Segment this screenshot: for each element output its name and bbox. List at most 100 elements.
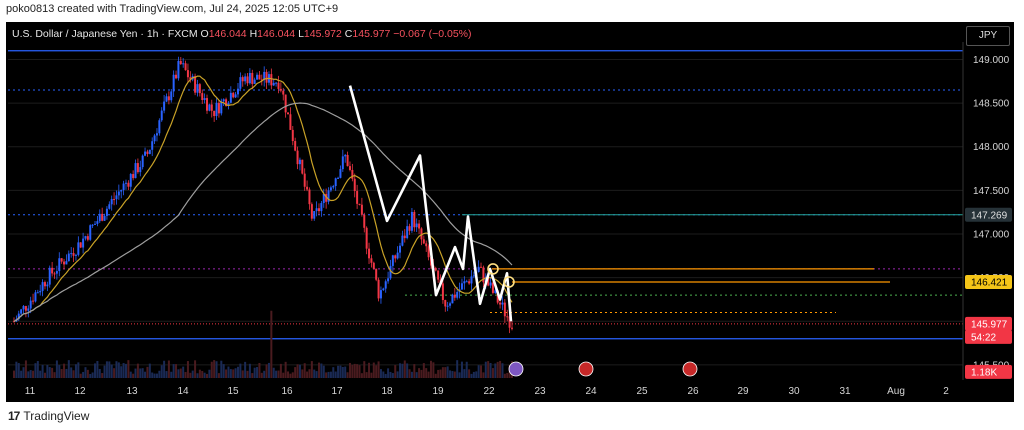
candle-body — [120, 190, 123, 192]
volume-bar — [129, 371, 132, 378]
candle-body — [449, 303, 452, 306]
close-value: 145.977 — [352, 28, 391, 40]
candle-body — [494, 290, 497, 293]
candle-body — [48, 267, 51, 285]
volume-bar — [222, 364, 225, 378]
symbol-name: U.S. Dollar / Japanese Yen · 1h · FXCM — [12, 28, 198, 40]
candle-body — [379, 290, 382, 299]
volume-bar — [391, 373, 394, 378]
candle-body — [508, 316, 511, 328]
volume-bar — [503, 373, 506, 378]
candle-body — [329, 187, 332, 191]
candle-body — [167, 96, 170, 101]
volume-bar — [70, 367, 73, 378]
candle-body — [189, 77, 192, 80]
volume-bar — [401, 363, 404, 378]
volume-bar — [270, 310, 273, 378]
candle-body — [186, 70, 189, 78]
candle-body — [372, 262, 375, 269]
candle-body — [144, 151, 147, 156]
volume-bar — [399, 363, 402, 378]
candle-body — [298, 159, 301, 165]
candle-body — [203, 98, 206, 101]
volume-bar — [408, 369, 411, 378]
candle-body — [339, 169, 342, 178]
volume-bar — [15, 361, 18, 378]
volume-bar — [36, 361, 39, 378]
volume-bar — [346, 372, 349, 378]
volume-bar — [43, 372, 46, 378]
candle-body — [139, 167, 142, 173]
volume-bar — [251, 373, 254, 378]
high-value: 146.044 — [257, 28, 296, 40]
volume-bar — [444, 367, 447, 378]
candle-body — [134, 163, 137, 179]
volume-bar — [472, 371, 475, 378]
volume-bar — [210, 361, 213, 378]
volume-bar — [225, 369, 228, 378]
volume-bar — [110, 364, 113, 378]
volume-bar — [220, 360, 223, 378]
volume-bar — [291, 372, 294, 378]
volume-bar — [141, 368, 144, 378]
candle-body — [470, 276, 473, 284]
volume-bar — [463, 369, 466, 378]
candle-body — [322, 194, 325, 204]
volume-bar — [241, 370, 244, 378]
volume-bar — [89, 373, 92, 378]
candle-body — [279, 88, 282, 91]
candle-body — [36, 292, 39, 294]
volume-bar — [406, 363, 409, 378]
volume-bar — [65, 368, 68, 378]
candle-body — [415, 223, 418, 228]
volume-bar — [153, 373, 156, 378]
candle-body — [236, 88, 239, 95]
time-tick-label: 26 — [687, 386, 699, 397]
candle-body — [460, 283, 463, 290]
candle-body — [132, 174, 135, 179]
time-tick-label: 24 — [585, 386, 597, 397]
candle-body — [260, 79, 263, 81]
volume-bar — [465, 361, 468, 378]
candle-body — [408, 226, 411, 231]
volume-bar — [475, 371, 478, 378]
currency-button[interactable]: JPY — [966, 26, 1010, 46]
candle-body — [256, 74, 259, 80]
volume-bar — [186, 361, 189, 378]
volume-bar — [34, 363, 37, 378]
volume-bar — [74, 364, 77, 378]
volume-bar — [172, 364, 175, 378]
symbol-legend: U.S. Dollar / Japanese Yen · 1h · FXCM O… — [12, 28, 472, 40]
candle-body — [51, 267, 54, 274]
candle-body — [501, 302, 504, 305]
pattern-marker — [487, 263, 499, 275]
volume-bar — [372, 362, 375, 378]
volume-bar — [432, 362, 435, 378]
candle-body — [84, 236, 87, 239]
volume-bar — [296, 364, 299, 378]
volume-bar — [165, 371, 168, 378]
volume-bar — [13, 370, 15, 378]
volume-bar — [256, 367, 259, 378]
candle-body — [263, 71, 266, 81]
candle-body — [382, 288, 385, 291]
candle-body — [46, 284, 49, 287]
candle-body — [406, 226, 409, 239]
candle-body — [353, 178, 356, 192]
volume-bar — [287, 371, 290, 378]
volume-bar — [248, 363, 251, 378]
candle-body — [291, 129, 294, 142]
candle-body — [175, 74, 178, 79]
candle-body — [227, 102, 230, 106]
candle-body — [391, 255, 394, 266]
volume-bar — [351, 364, 354, 378]
candle-body — [148, 149, 151, 154]
volume-bar — [360, 373, 363, 378]
time-tick-label: 16 — [281, 386, 293, 397]
level-price-tag-bg — [965, 207, 1012, 222]
flash-event-icon — [508, 361, 524, 377]
candle-body — [480, 266, 483, 268]
candle-body — [67, 253, 70, 262]
candle-body — [468, 281, 471, 284]
